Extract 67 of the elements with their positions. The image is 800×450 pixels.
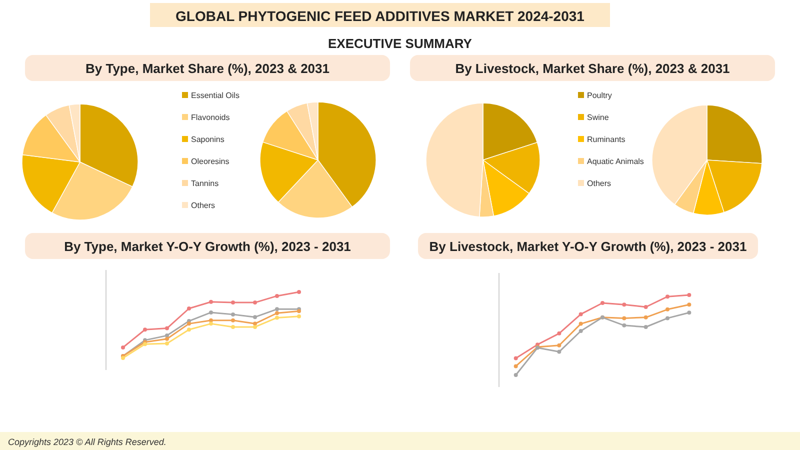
point	[557, 350, 562, 354]
legend-label: Oleoresins	[191, 157, 230, 166]
point	[253, 300, 257, 305]
point	[644, 305, 648, 309]
point	[187, 328, 191, 332]
point	[687, 310, 692, 315]
point	[514, 356, 518, 360]
point	[231, 318, 235, 322]
point	[165, 326, 169, 330]
legend-label: Ruminants	[587, 135, 626, 144]
point	[644, 325, 648, 329]
point	[275, 307, 279, 312]
point	[557, 343, 562, 348]
legend-label: Others	[587, 179, 612, 188]
chart-title: By Type, Market Y-O-Y Growth (%), 2023 - 2031	[64, 239, 351, 254]
point	[187, 306, 191, 310]
text: EXECUTIVE SUMMARY	[328, 36, 472, 51]
point	[666, 316, 670, 320]
point	[143, 328, 147, 332]
point	[209, 318, 213, 322]
point	[297, 314, 301, 318]
point	[514, 373, 518, 377]
point	[666, 307, 670, 312]
point	[275, 294, 279, 298]
text: Copyrights 2023 © All Rights Reserved.	[8, 437, 166, 447]
point	[578, 322, 583, 326]
point	[514, 364, 518, 368]
point	[297, 290, 301, 294]
chart-title: By Livestock, Market Share (%), 2023 & 2031	[455, 61, 730, 76]
point	[253, 315, 257, 320]
point	[121, 345, 125, 350]
point	[253, 322, 257, 326]
point	[209, 300, 213, 304]
point	[231, 300, 235, 305]
point	[209, 310, 213, 314]
legend-label: Flavonoids	[191, 113, 230, 122]
point	[622, 323, 626, 328]
point	[209, 322, 213, 326]
legend-label: Saponins	[191, 135, 224, 144]
point	[622, 302, 626, 307]
point	[275, 316, 279, 320]
point	[275, 311, 279, 316]
legend-label: Swine	[587, 113, 610, 122]
legend-label: Poultry	[587, 91, 612, 100]
point	[187, 322, 191, 326]
legend-label: Tannins	[191, 179, 219, 188]
legend-label: Others	[191, 201, 216, 210]
chart-title: By Livestock, Market Y-O-Y Growth (%), 2023 - 2031	[429, 239, 747, 254]
point	[557, 331, 562, 336]
point	[231, 324, 235, 329]
point	[578, 329, 583, 333]
point	[644, 315, 648, 320]
point	[578, 312, 583, 316]
legend-label: Essential Oils	[191, 91, 240, 100]
point	[687, 302, 692, 307]
legend-label: Aquatic Animals	[587, 157, 644, 166]
chart-title: By Type, Market Share (%), 2023 & 2031	[86, 61, 330, 76]
point	[687, 293, 692, 297]
point	[622, 316, 626, 320]
point	[253, 324, 257, 329]
point	[165, 334, 169, 338]
point	[231, 312, 235, 316]
point	[666, 294, 670, 299]
text: GLOBAL PHYTOGENIC FEED ADDITIVES MARKET 2024-2031	[176, 8, 585, 24]
point	[165, 341, 169, 346]
point	[165, 336, 169, 341]
point	[600, 301, 604, 305]
